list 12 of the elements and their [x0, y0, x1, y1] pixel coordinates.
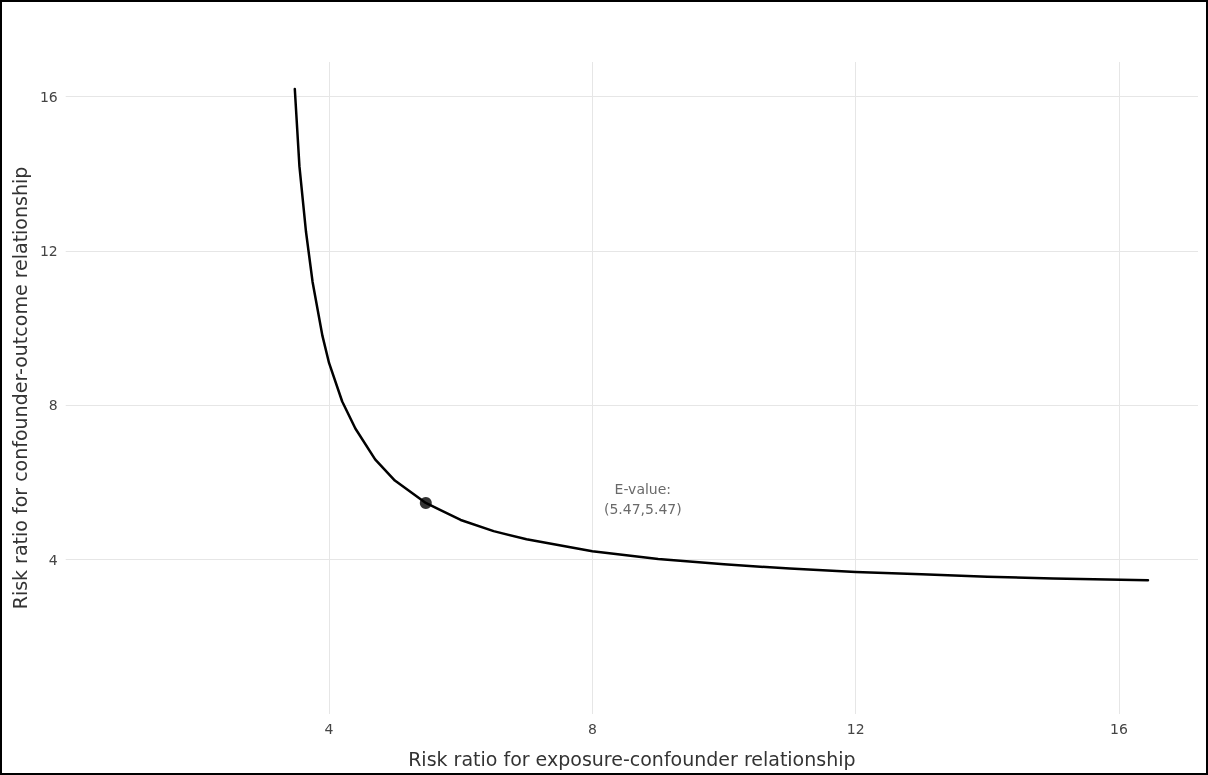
x-tick-label: 16 [1110, 721, 1128, 737]
line-series [293, 87, 1150, 582]
y-axis-title: Risk ratio for confounder-outcome relationship [8, 166, 31, 610]
x-tick-label: 4 [324, 721, 334, 737]
y-tick-label: 16 [39, 88, 58, 105]
x-tick-label: 12 [846, 721, 865, 737]
y-tick-label: 4 [48, 551, 58, 568]
x-tick-label: 8 [587, 721, 597, 737]
annotation: E-value: (5.47,5.47) [603, 480, 682, 517]
y-tick-label: 8 [48, 397, 58, 414]
y-tick-label: 12 [39, 243, 58, 260]
x-axis-title: Risk ratio for exposure-confounder relationship [408, 747, 856, 770]
